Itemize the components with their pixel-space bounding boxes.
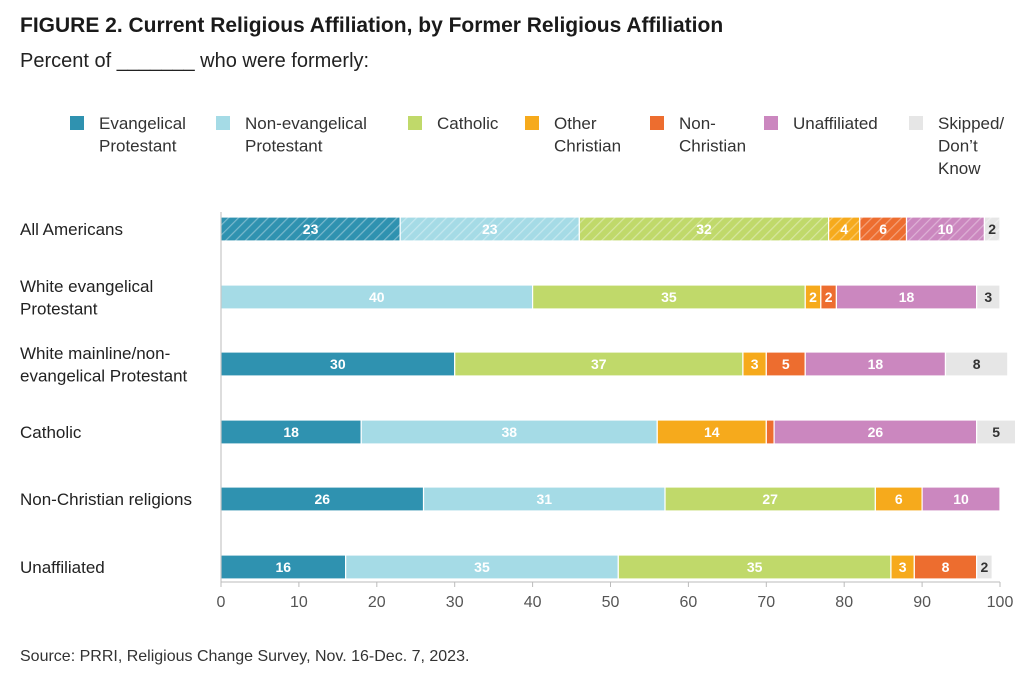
bar-row: Unaffiliated 16 35 35 3 8 2 (20, 555, 992, 579)
legend-item-other_christian: Other Christian (525, 114, 621, 156)
data-label: 18 (899, 289, 915, 305)
legend-swatch (216, 116, 230, 130)
x-tick-label: 90 (913, 594, 931, 611)
legend-swatch (650, 116, 664, 130)
category-label: evangelical Protestant (20, 366, 188, 385)
legend-label: Catholic (437, 114, 499, 133)
legend-label: Know (938, 159, 981, 178)
x-tick-label: 30 (446, 594, 464, 611)
category-label: Protestant (20, 299, 98, 318)
data-label: 23 (303, 221, 319, 237)
legend-item-skipped: Skipped/Don’t Know (909, 114, 1004, 178)
legend-label: Protestant (99, 137, 177, 156)
legend-item-catholic: Catholic (408, 114, 499, 133)
data-label: 23 (482, 221, 498, 237)
data-label: 18 (283, 424, 299, 440)
x-tick-label: 100 (987, 594, 1014, 611)
data-label: 2 (825, 289, 833, 305)
data-label: 5 (992, 424, 1000, 440)
data-label: 31 (536, 491, 552, 507)
bar-row: All Americans 23 23 32 4 6 10 2 (20, 217, 1000, 241)
chart-legend: Evangelical Protestant Non-evangelical Prot… (70, 114, 1004, 178)
data-label: 4 (840, 221, 848, 237)
legend-item-unaffiliated: Unaffiliated (764, 114, 878, 133)
category-label: All Americans (20, 220, 123, 239)
x-tick-label: 20 (368, 594, 386, 611)
bar-row: White evangelical Protestant 40 35 2 2 18 3 (20, 277, 1000, 319)
data-label: 2 (988, 221, 996, 237)
data-label: 14 (704, 424, 720, 440)
legend-swatch (525, 116, 539, 130)
data-label: 16 (276, 559, 292, 575)
category-label: Catholic (20, 423, 82, 442)
data-label: 8 (942, 559, 950, 575)
legend-label: Skipped/ (938, 114, 1004, 133)
x-axis: 0 10 20 30 40 50 60 70 80 90 100 (217, 212, 1014, 611)
x-tick-label: 60 (680, 594, 698, 611)
data-label: 3 (751, 356, 759, 372)
legend-label: Non-evangelical (245, 114, 367, 133)
data-label: 40 (369, 289, 385, 305)
category-label: Non-Christian religions (20, 490, 192, 509)
data-label: 8 (973, 356, 981, 372)
data-label: 18 (868, 356, 884, 372)
bar-row: White mainline/non-evangelical Protestan… (20, 344, 1008, 386)
data-label: 35 (747, 559, 763, 575)
data-label: 6 (879, 221, 887, 237)
x-tick-label: 70 (757, 594, 775, 611)
data-label: 35 (474, 559, 490, 575)
x-tick-label: 80 (835, 594, 853, 611)
category-label: White mainline/non- (20, 344, 170, 363)
bar-segment-non_christian (766, 420, 774, 444)
data-label: 6 (895, 491, 903, 507)
source-note: Source: PRRI, Religious Change Survey, N… (20, 648, 469, 666)
legend-swatch (764, 116, 778, 130)
legend-item-non_christian: Non- Christian (650, 114, 746, 156)
data-label: 3 (899, 559, 907, 575)
bar-row: Non-Christian religions 26 31 27 6 10 (20, 487, 1000, 511)
category-label: Unaffiliated (20, 558, 105, 577)
legend-label: Protestant (245, 137, 323, 156)
legend-swatch (909, 116, 923, 130)
x-tick-label: 40 (524, 594, 542, 611)
x-tick-label: 50 (602, 594, 620, 611)
data-label: 2 (809, 289, 817, 305)
legend-label: Evangelical (99, 114, 186, 133)
data-label: 5 (782, 356, 790, 372)
data-label: 35 (661, 289, 677, 305)
legend-swatch (408, 116, 422, 130)
legend-label: Other (554, 114, 597, 133)
legend-swatch (70, 116, 84, 130)
category-label: White evangelical (20, 277, 153, 296)
legend-label: Christian (679, 137, 746, 156)
legend-label: Non- (679, 114, 716, 133)
x-tick-label: 10 (290, 594, 308, 611)
data-label: 26 (314, 491, 330, 507)
data-label: 3 (984, 289, 992, 305)
data-label: 2 (981, 559, 989, 575)
legend-item-non_evangelical: Non-evangelical Protestant (216, 114, 367, 156)
bar-row: Catholic 18 38 14 26 5 (20, 420, 1016, 444)
data-label: 30 (330, 356, 346, 372)
legend-label: Don’t (938, 137, 978, 156)
data-label: 10 (938, 221, 954, 237)
legend-label: Christian (554, 137, 621, 156)
data-label: 27 (762, 491, 778, 507)
data-label: 37 (591, 356, 607, 372)
data-label: 26 (868, 424, 884, 440)
data-label: 10 (953, 491, 969, 507)
x-tick-label: 0 (217, 594, 226, 611)
data-label: 32 (696, 221, 712, 237)
data-label: 38 (501, 424, 517, 440)
legend-item-evangelical: Evangelical Protestant (70, 114, 186, 156)
stacked-bar-chart: Evangelical Protestant Non-evangelical Prot… (0, 0, 1033, 682)
legend-label: Unaffiliated (793, 114, 878, 133)
